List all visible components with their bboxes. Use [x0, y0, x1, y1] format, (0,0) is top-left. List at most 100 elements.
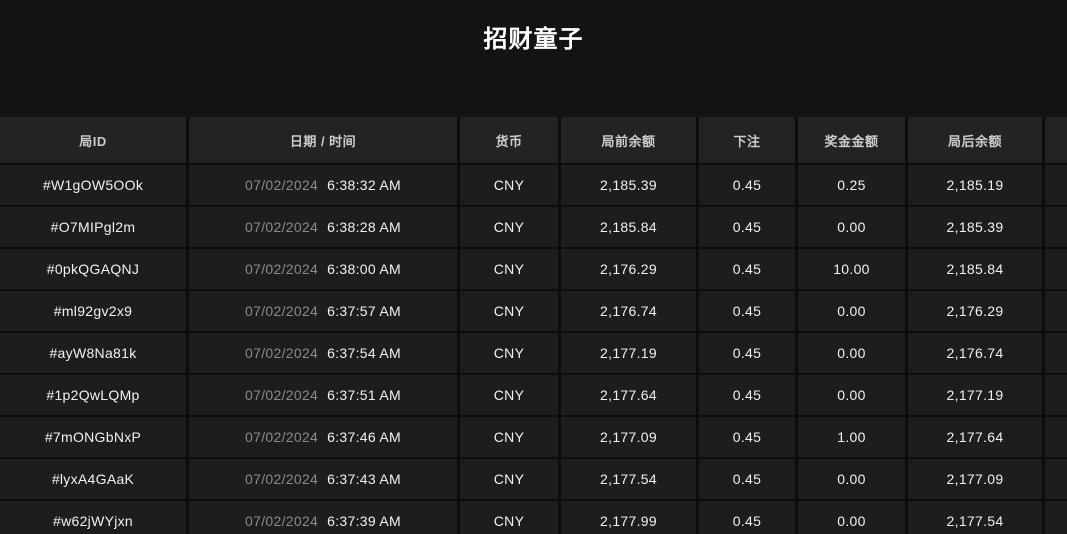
row-spacer-cell [1045, 501, 1067, 534]
bet-cell: 0.45 [699, 417, 795, 457]
prize-cell: 0.00 [798, 291, 905, 331]
time-text: 6:37:43 AM [327, 471, 401, 487]
balance-after-cell: 2,177.09 [908, 459, 1042, 499]
bet-cell: 0.45 [699, 165, 795, 205]
date-text: 07/02/2024 [245, 387, 319, 403]
balance-before-cell: 2,185.39 [561, 165, 696, 205]
row-spacer-cell [1045, 165, 1067, 205]
time-text: 6:37:57 AM [327, 303, 401, 319]
datetime-cell: 07/02/2024 6:38:32 AM [189, 165, 457, 205]
column-header-spacer [1045, 117, 1067, 163]
balance-after-cell: 2,177.54 [908, 501, 1042, 534]
prize-cell: 0.00 [798, 207, 905, 247]
page-title: 招财童子 [483, 26, 584, 53]
history-table: 局ID 日期 / 时间 货币 局前余额 下注 奖金金额 局后余额 #W1gOW5… [0, 117, 1067, 534]
round-id-cell: #1p2QwLQMp [0, 375, 186, 415]
currency-cell: CNY [460, 291, 558, 331]
balance-before-cell: 2,176.29 [561, 249, 696, 289]
table-row: #O7MIPgl2m 07/02/2024 6:38:28 AM CNY 2,1… [0, 207, 1067, 247]
column-header-prize: 奖金金额 [798, 117, 905, 163]
time-text: 6:37:46 AM [327, 429, 401, 445]
bet-cell: 0.45 [699, 207, 795, 247]
prize-cell: 0.00 [798, 333, 905, 373]
time-text: 6:37:39 AM [327, 513, 401, 529]
table-row: #lyxA4GAaK 07/02/2024 6:37:43 AM CNY 2,1… [0, 459, 1067, 499]
row-spacer-cell [1045, 291, 1067, 331]
row-spacer-cell [1045, 333, 1067, 373]
datetime-cell: 07/02/2024 6:37:57 AM [189, 291, 457, 331]
datetime-cell: 07/02/2024 6:37:39 AM [189, 501, 457, 534]
column-header-datetime: 日期 / 时间 [189, 117, 457, 163]
time-text: 6:37:51 AM [327, 387, 401, 403]
round-id-cell: #7mONGbNxP [0, 417, 186, 457]
round-id-cell: #O7MIPgl2m [0, 207, 186, 247]
balance-after-cell: 2,185.19 [908, 165, 1042, 205]
date-text: 07/02/2024 [245, 471, 319, 487]
round-id-cell: #w62jWYjxn [0, 501, 186, 534]
column-header-bet: 下注 [699, 117, 795, 163]
date-text: 07/02/2024 [245, 219, 319, 235]
table-row: #W1gOW5OOk 07/02/2024 6:38:32 AM CNY 2,1… [0, 165, 1067, 205]
table-row: #7mONGbNxP 07/02/2024 6:37:46 AM CNY 2,1… [0, 417, 1067, 457]
time-text: 6:38:28 AM [327, 219, 401, 235]
balance-after-cell: 2,185.39 [908, 207, 1042, 247]
round-id-cell: #ayW8Na81k [0, 333, 186, 373]
datetime-cell: 07/02/2024 6:37:43 AM [189, 459, 457, 499]
column-header-balance-before: 局前余额 [561, 117, 696, 163]
round-id-cell: #W1gOW5OOk [0, 165, 186, 205]
round-id-cell: #ml92gv2x9 [0, 291, 186, 331]
bet-cell: 0.45 [699, 249, 795, 289]
prize-cell: 0.25 [798, 165, 905, 205]
currency-cell: CNY [460, 207, 558, 247]
prize-cell: 0.00 [798, 501, 905, 534]
balance-before-cell: 2,176.74 [561, 291, 696, 331]
table-row: #w62jWYjxn 07/02/2024 6:37:39 AM CNY 2,1… [0, 501, 1067, 534]
row-spacer-cell [1045, 459, 1067, 499]
currency-cell: CNY [460, 249, 558, 289]
row-spacer-cell [1045, 417, 1067, 457]
row-spacer-cell [1045, 249, 1067, 289]
table-body: #W1gOW5OOk 07/02/2024 6:38:32 AM CNY 2,1… [0, 165, 1067, 534]
column-header-currency: 货币 [460, 117, 558, 163]
round-id-cell: #lyxA4GAaK [0, 459, 186, 499]
balance-after-cell: 2,177.64 [908, 417, 1042, 457]
currency-cell: CNY [460, 417, 558, 457]
datetime-cell: 07/02/2024 6:38:00 AM [189, 249, 457, 289]
table-row: #ml92gv2x9 07/02/2024 6:37:57 AM CNY 2,1… [0, 291, 1067, 331]
date-text: 07/02/2024 [245, 513, 319, 529]
datetime-cell: 07/02/2024 6:38:28 AM [189, 207, 457, 247]
prize-cell: 0.00 [798, 375, 905, 415]
datetime-cell: 07/02/2024 6:37:46 AM [189, 417, 457, 457]
column-header-balance-after: 局后余额 [908, 117, 1042, 163]
date-text: 07/02/2024 [245, 429, 319, 445]
round-id-cell: #0pkQGAQNJ [0, 249, 186, 289]
currency-cell: CNY [460, 375, 558, 415]
prize-cell: 10.00 [798, 249, 905, 289]
prize-cell: 0.00 [798, 459, 905, 499]
datetime-cell: 07/02/2024 6:37:51 AM [189, 375, 457, 415]
balance-before-cell: 2,177.19 [561, 333, 696, 373]
balance-after-cell: 2,185.84 [908, 249, 1042, 289]
balance-after-cell: 2,176.74 [908, 333, 1042, 373]
bet-cell: 0.45 [699, 291, 795, 331]
date-text: 07/02/2024 [245, 345, 319, 361]
balance-after-cell: 2,177.19 [908, 375, 1042, 415]
balance-before-cell: 2,177.54 [561, 459, 696, 499]
balance-before-cell: 2,185.84 [561, 207, 696, 247]
balance-after-cell: 2,176.29 [908, 291, 1042, 331]
datetime-cell: 07/02/2024 6:37:54 AM [189, 333, 457, 373]
date-text: 07/02/2024 [245, 303, 319, 319]
column-header-round-id: 局ID [0, 117, 186, 163]
time-text: 6:38:32 AM [327, 177, 401, 193]
balance-before-cell: 2,177.09 [561, 417, 696, 457]
bet-cell: 0.45 [699, 333, 795, 373]
table-header-row: 局ID 日期 / 时间 货币 局前余额 下注 奖金金额 局后余额 [0, 117, 1067, 163]
row-spacer-cell [1045, 207, 1067, 247]
currency-cell: CNY [460, 165, 558, 205]
bet-cell: 0.45 [699, 501, 795, 534]
bet-cell: 0.45 [699, 375, 795, 415]
currency-cell: CNY [460, 501, 558, 534]
prize-cell: 1.00 [798, 417, 905, 457]
row-spacer-cell [1045, 375, 1067, 415]
